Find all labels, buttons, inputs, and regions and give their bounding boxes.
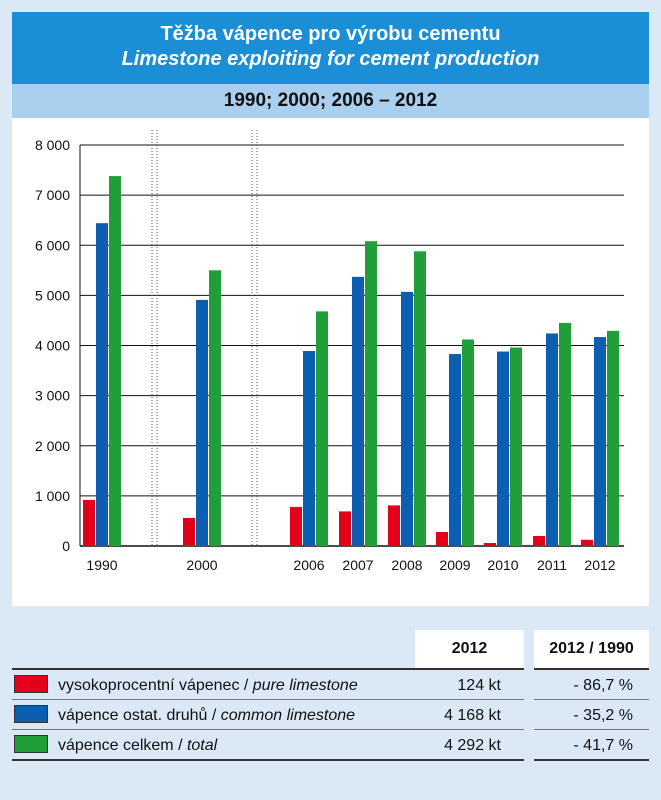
bar xyxy=(497,351,509,546)
x-tick-label: 2007 xyxy=(342,557,373,573)
table-bottom-rule xyxy=(12,759,649,761)
bar xyxy=(209,270,221,546)
row-label-english: pure limestone xyxy=(252,677,358,694)
bar-chart: 0 1 000 2 000 3 000 4 000 5 000 6 000 7 000 8 00… xyxy=(35,130,624,573)
legend-swatch-common xyxy=(14,705,48,723)
bar xyxy=(414,251,426,546)
y-tick-label: 0 xyxy=(62,538,70,554)
row-value-2012: 4 168 kt xyxy=(444,707,501,724)
bar xyxy=(352,276,364,546)
row-value-2012: 124 kt xyxy=(457,677,501,694)
y-tick-label: 5 000 xyxy=(35,287,70,303)
table-row: vápence celkem / total xyxy=(58,737,217,755)
row-change: - 35,2 % xyxy=(573,707,633,724)
row-label: vápence celkem / xyxy=(58,737,187,754)
table-row-divider xyxy=(12,729,649,730)
row-value-2012: 4 292 kt xyxy=(444,737,501,754)
y-tick-label: 7 000 xyxy=(35,187,70,203)
bar xyxy=(388,505,400,546)
bar xyxy=(559,322,571,546)
chart-panel: 0 1 000 2 000 3 000 4 000 5 000 6 000 7 000 8 00… xyxy=(12,118,649,606)
y-tick-label: 6 000 xyxy=(35,237,70,253)
bar xyxy=(303,351,315,546)
bar xyxy=(83,499,95,546)
y-tick-label: 1 000 xyxy=(35,488,70,504)
bar xyxy=(594,337,606,546)
row-change: - 86,7 % xyxy=(573,677,633,694)
x-tick-label: 1990 xyxy=(86,557,117,573)
row-label: vápence ostat. druhů / xyxy=(58,707,221,724)
bar xyxy=(607,330,619,546)
row-label: vysokoprocentní vápenec / xyxy=(58,677,253,694)
title-banner: Těžba vápence pro výrobu cementu Limesto… xyxy=(12,12,649,84)
x-tick-label: 2006 xyxy=(293,557,324,573)
y-tick-label: 2 000 xyxy=(35,438,70,454)
y-tick-label: 8 000 xyxy=(35,137,70,153)
table-header-change: 2012 / 1990 xyxy=(534,630,649,668)
table-column-gap xyxy=(524,630,534,770)
table-top-rule xyxy=(12,668,649,670)
bar xyxy=(484,542,496,546)
bar xyxy=(316,311,328,546)
bar xyxy=(462,339,474,546)
table-row: vápence ostat. druhů / common limestone xyxy=(58,707,355,725)
bar xyxy=(109,176,121,546)
legend-swatch-total xyxy=(14,735,48,753)
y-tick-label: 3 000 xyxy=(35,388,70,404)
bar xyxy=(401,291,413,546)
legend-swatch-pure xyxy=(14,675,48,693)
row-label-english: common limestone xyxy=(220,707,356,724)
bar xyxy=(510,347,522,546)
x-tick-label: 2011 xyxy=(537,557,567,573)
row-label-english: total xyxy=(186,737,218,754)
bar xyxy=(196,299,208,546)
row-change: - 41,7 % xyxy=(573,737,633,754)
bar xyxy=(339,511,351,546)
x-tick-label: 2000 xyxy=(186,557,217,573)
x-tick-label: 2008 xyxy=(391,557,422,573)
period-subtitle: 1990; 2000; 2006 – 2012 xyxy=(12,84,649,118)
table-header-2012: 2012 xyxy=(415,630,524,668)
title-czech: Těžba vápence pro výrobu cementu xyxy=(160,23,501,45)
bar xyxy=(290,506,302,546)
bar xyxy=(449,354,461,546)
bar xyxy=(546,333,558,546)
table-row-divider xyxy=(12,699,649,700)
title-english: Limestone exploiting for cement producti… xyxy=(121,48,540,70)
bar xyxy=(436,531,448,546)
x-tick-label: 2009 xyxy=(439,557,470,573)
bar xyxy=(533,535,545,546)
table-row: vysokoprocentní vápenec / pure limestone xyxy=(58,677,358,695)
bar xyxy=(581,539,593,546)
bar xyxy=(365,241,377,546)
x-tick-label: 2010 xyxy=(487,557,518,573)
x-tick-label: 2012 xyxy=(584,557,615,573)
bar xyxy=(183,517,195,546)
bar xyxy=(96,223,108,546)
y-tick-label: 4 000 xyxy=(35,338,70,354)
